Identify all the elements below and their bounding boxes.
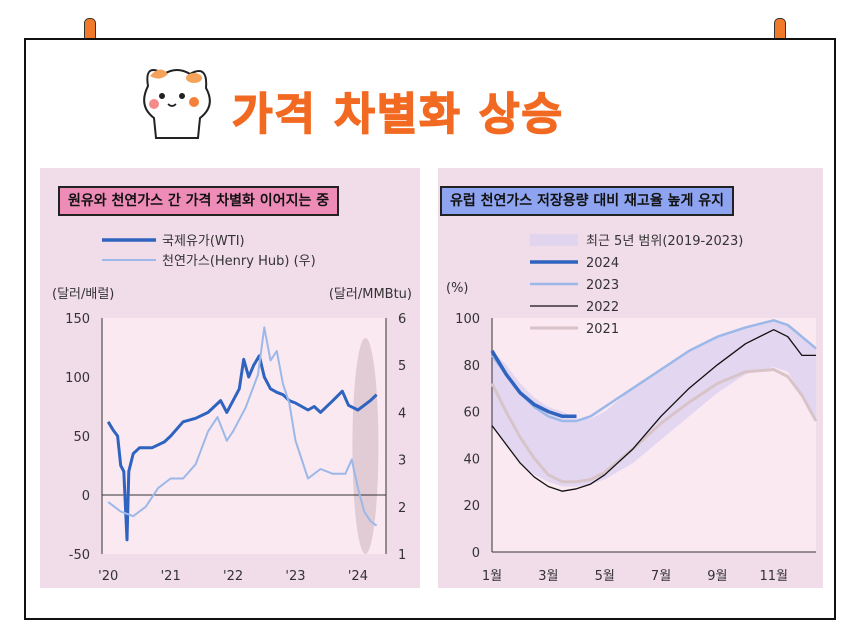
x-tick: 11월: [759, 569, 788, 584]
y-tick: 40: [463, 452, 480, 467]
legend-label: 2023: [586, 278, 619, 293]
y-tick-right: 4: [398, 406, 406, 421]
y-tick-right: 5: [398, 359, 406, 374]
x-tick: '21: [161, 569, 181, 584]
series-line: [107, 326, 378, 527]
x-tick: 3월: [538, 569, 558, 584]
range-band: [492, 320, 816, 487]
right-chart-title: 유럽 천연가스 저장용량 대비 재고율 높게 유지: [440, 186, 734, 216]
y-tick: 100: [455, 312, 480, 327]
x-tick: '20: [98, 569, 118, 584]
x-tick: '24: [348, 569, 368, 584]
legend-label: 2021: [586, 322, 619, 337]
y-tick-left: 50: [73, 430, 90, 445]
plot-area: [102, 318, 386, 554]
y-tick-left: 150: [65, 312, 90, 327]
series-line: [490, 349, 577, 419]
left-chart-title: 원유와 천연가스 간 가격 차별화 이어지는 중: [58, 186, 340, 216]
y-tick-left: -50: [69, 548, 90, 563]
y-tick-left: 100: [65, 371, 90, 386]
y-label-left: (달러/배럴): [52, 287, 114, 302]
y-tick-right: 6: [398, 312, 406, 327]
x-tick: 7월: [651, 569, 671, 584]
y-tick: 80: [463, 359, 480, 374]
legend-label: 2024: [586, 256, 619, 271]
y-label-right: (달러/MMBtu): [329, 287, 412, 302]
legend-label: 국제유가(WTI): [162, 234, 245, 249]
eu-gas-storage-chart: 100 80 60 40 20 01월 3월 5월 7월 9월 11월 (%) 최근 5년 범위(201…: [446, 234, 818, 584]
y-tick: 60: [463, 406, 480, 421]
legend-label: 최근 5년 범위(2019-2023): [586, 234, 743, 249]
series-line: [106, 354, 378, 542]
y-tick-left: 0: [82, 489, 90, 504]
legend-label: 천연가스(Henry Hub) (우): [162, 254, 316, 269]
legend-swatch: [530, 234, 578, 246]
x-tick: 9월: [707, 569, 727, 584]
y-tick-right: 3: [398, 454, 406, 469]
highlight-oval: [352, 338, 379, 554]
legend-label: 2022: [586, 300, 619, 315]
x-tick: 1월: [482, 569, 502, 584]
x-tick: '22: [223, 569, 243, 584]
y-tick-right: 1: [398, 548, 406, 563]
series-line: [491, 329, 816, 492]
y-tick: 0: [472, 546, 480, 561]
x-tick: 5월: [595, 569, 615, 584]
y-tick: 20: [463, 499, 480, 514]
series-line: [490, 368, 818, 484]
y-tick-right: 2: [398, 501, 406, 516]
y-label: (%): [446, 281, 469, 296]
oil-gas-price-chart: 150 100 50 0 -50 6 5 4 3 2 1 '20 '21 '22 '23 '24 (달러/배럴)…: [52, 234, 412, 584]
x-tick: '23: [285, 569, 305, 584]
page-title: 가격 차별화 상승: [231, 88, 564, 141]
cat-mascot-icon: [143, 69, 211, 139]
